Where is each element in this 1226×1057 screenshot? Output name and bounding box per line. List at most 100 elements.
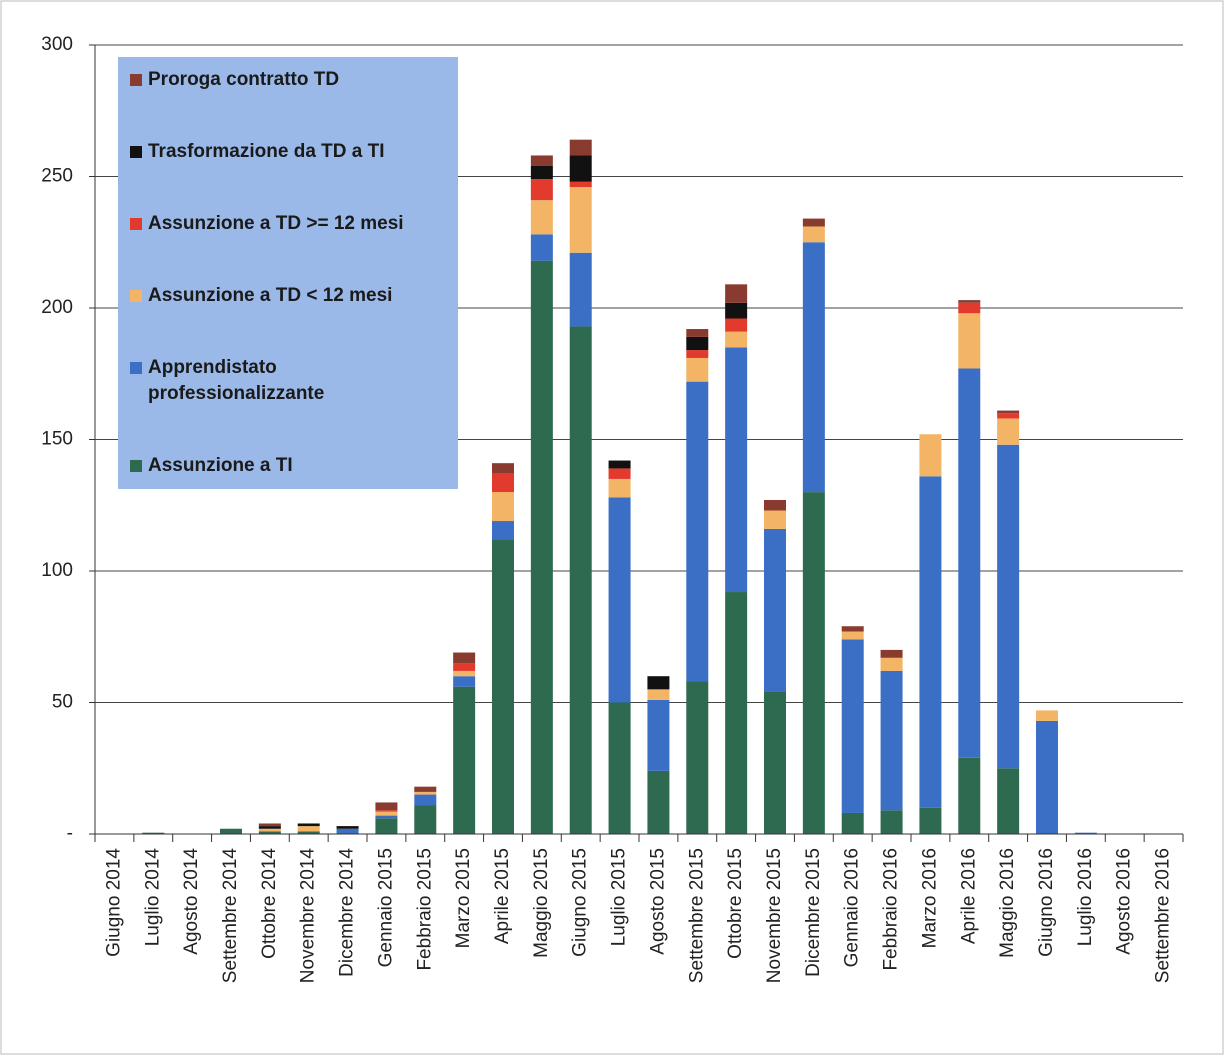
bar-segment: [686, 681, 709, 834]
legend-swatch: [130, 290, 142, 302]
x-tick-label: Febbraio 2016: [881, 848, 902, 971]
bar-segment: [220, 828, 242, 834]
bar-segment: [725, 331, 748, 348]
x-tick-label: Ottobre 2015: [725, 848, 746, 959]
bar-segment: [802, 242, 825, 493]
bar-segment: [375, 815, 398, 819]
bar-segment: [725, 347, 748, 593]
legend-item: Apprendistato professionalizzante: [130, 355, 446, 407]
legend-swatch: [130, 218, 142, 230]
bar-segment: [764, 499, 786, 511]
bar-segment: [802, 492, 825, 834]
bar-segment: [725, 302, 748, 319]
legend-swatch: [130, 460, 142, 472]
bar-segment: [569, 155, 592, 182]
bar-segment: [608, 702, 631, 834]
bar-segment: [764, 510, 786, 529]
bar-segment: [530, 234, 553, 261]
bar-segment: [958, 757, 981, 834]
bar-segment: [569, 252, 592, 327]
bar-segment: [880, 657, 903, 671]
bar-segment: [880, 810, 903, 834]
bar-segment: [1036, 710, 1058, 721]
bar-segment: [414, 794, 437, 806]
bar-segment: [686, 336, 709, 351]
bar-segment: [686, 357, 709, 382]
legend-label: Apprendistato professionalizzante: [148, 357, 325, 404]
legend-label: Assunzione a TI: [148, 455, 293, 476]
bar-segment: [725, 592, 748, 834]
bar-segment: [492, 463, 514, 474]
x-tick-label: Settembre 2016: [1153, 848, 1174, 983]
legend-label: Trasformazione da TD a TI: [148, 141, 385, 162]
bar-segment: [569, 139, 592, 156]
bar-segment: [453, 670, 476, 677]
y-tick-label: 50: [52, 692, 73, 713]
bar-segment: [492, 473, 514, 493]
bar-segment: [453, 676, 476, 687]
bar-segment: [997, 413, 1020, 419]
bar-segment: [258, 831, 281, 834]
bar-segment: [530, 200, 553, 235]
bar-segment: [336, 826, 359, 829]
y-tick-label: 200: [41, 297, 73, 318]
x-tick-label: Agosto 2015: [647, 848, 668, 955]
bar-segment: [414, 786, 437, 792]
x-tick-label: Ottobre 2014: [259, 848, 280, 959]
bar-segment: [258, 826, 281, 829]
x-tick-label: Aprile 2015: [492, 848, 513, 944]
bar-segment: [375, 810, 398, 812]
legend-label: Proroga contratto TD: [148, 69, 340, 90]
x-tick-label: Agosto 2016: [1114, 848, 1135, 955]
y-tick-label: 300: [41, 34, 73, 55]
x-tick-label: Dicembre 2015: [803, 848, 824, 977]
bar-segment: [530, 260, 553, 834]
bar-segment: [1074, 832, 1097, 834]
legend-label: Assunzione a TD < 12 mesi: [148, 285, 393, 306]
bar-segment: [880, 649, 903, 658]
bar-segment: [258, 828, 281, 832]
legend-item: Assunzione a TD >= 12 mesi: [130, 211, 446, 237]
y-tick-label: 150: [41, 429, 73, 450]
bar-segment: [530, 165, 553, 180]
bar-segment: [297, 831, 320, 834]
bar-segment: [297, 823, 320, 827]
bar-segment: [919, 476, 942, 808]
bar-segment: [997, 410, 1020, 414]
bar-segment: [686, 329, 709, 337]
legend-item: Proroga contratto TD: [130, 67, 446, 93]
bar-segment: [414, 791, 437, 795]
x-tick-label: Settembre 2014: [220, 848, 241, 984]
x-tick-label: Novembre 2014: [298, 848, 319, 984]
bar-segment: [569, 187, 592, 253]
bar-segment: [997, 768, 1020, 834]
bar-segment: [686, 350, 709, 358]
bar-segment: [492, 539, 514, 834]
x-tick-label: Maggio 2015: [531, 848, 552, 958]
bar-segment: [958, 300, 981, 303]
bar-segment: [530, 179, 553, 201]
x-tick-label: Gennaio 2016: [842, 848, 863, 967]
legend-swatch: [130, 74, 142, 86]
bar-segment: [608, 497, 631, 703]
bar-segment: [414, 805, 437, 834]
x-tick-label: Giugno 2016: [1036, 848, 1057, 957]
x-tick-label: Settembre 2015: [686, 848, 707, 983]
x-tick-label: Luglio 2015: [609, 848, 630, 946]
bar-segment: [880, 670, 903, 811]
bar-segment: [997, 444, 1020, 769]
bar-segment: [647, 676, 670, 690]
bar-segment: [841, 639, 864, 813]
x-tick-label: Febbraio 2015: [414, 848, 435, 971]
bar-segment: [375, 802, 398, 811]
bar-segment: [375, 818, 398, 834]
bar-segment: [725, 284, 748, 303]
x-tick-label: Luglio 2016: [1075, 848, 1096, 946]
bar-segment: [453, 663, 476, 671]
y-tick-label: -: [67, 823, 73, 844]
bar-segment: [375, 811, 398, 816]
legend-swatch: [130, 362, 142, 374]
bar-segment: [142, 832, 165, 834]
